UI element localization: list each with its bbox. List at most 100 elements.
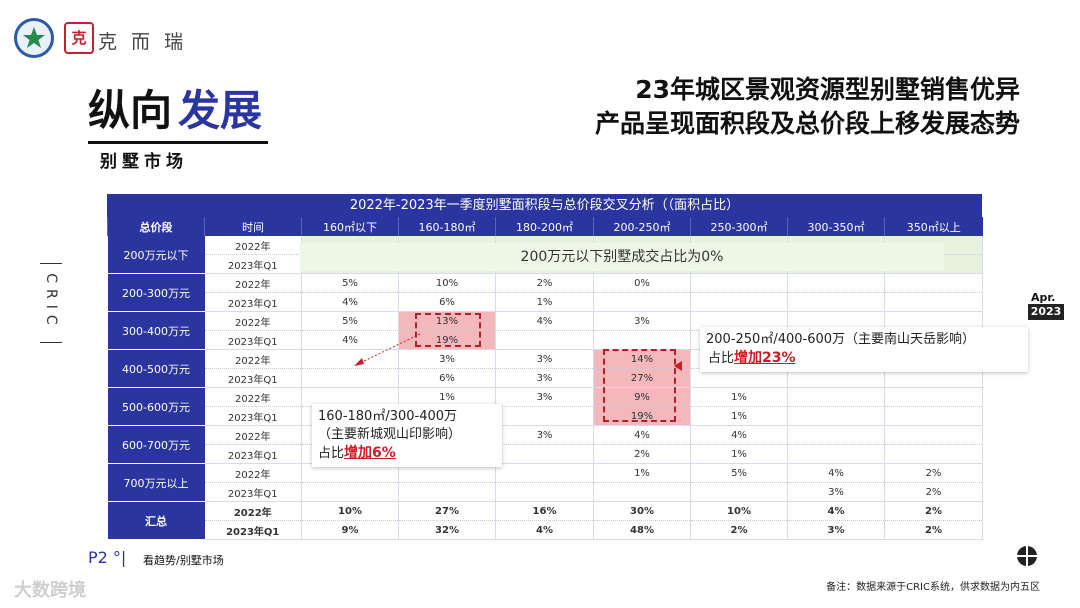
footer-note: 备注：数据来源于CRIC系统，供求数据为内五区: [826, 582, 1040, 593]
table-cell: 4%: [787, 501, 885, 521]
table-cell: [787, 425, 885, 445]
table-cell: 3%: [495, 425, 594, 445]
table-cell: 0%: [593, 273, 691, 293]
table-cell: 27%: [593, 368, 691, 388]
table-cell: [884, 368, 983, 388]
callout-left-line2: （主要新城观山印影响）: [318, 427, 462, 442]
period-cell: 2023年Q1: [204, 368, 302, 388]
table-cell: [301, 463, 399, 483]
star-icon: [23, 27, 45, 48]
column-header: 时间: [204, 217, 302, 236]
column-header: 350㎡以上: [884, 217, 983, 236]
table-cell: 2%: [884, 501, 983, 521]
table-cell: [593, 292, 691, 312]
column-header: 160-180㎡: [398, 217, 496, 236]
table-cell: 6%: [398, 368, 496, 388]
period-cell: 2023年Q1: [204, 520, 302, 540]
table-cell: 1%: [593, 463, 691, 483]
table-cell: 32%: [398, 520, 496, 540]
callout-right: 200-250㎡/400-600万（主要南山天岳影响） 占比增加23%: [700, 327, 1028, 372]
table-cell: 30%: [593, 501, 691, 521]
section-title-part-b: 发展: [178, 86, 263, 135]
table-cell: 2%: [690, 520, 788, 540]
column-header: 250-300㎡: [690, 217, 788, 236]
table-row: 2023年Q1 4% 6% 1%: [108, 292, 983, 312]
table-cell: 3%: [787, 520, 885, 540]
table-cell: [690, 292, 788, 312]
table-row: 200-300万元 2022年 5% 10% 2% 0%: [107, 273, 983, 312]
table-row: 600-700万元 2022年 3% 4% 4%: [107, 425, 983, 464]
table-cell: [884, 425, 983, 445]
arrow-left-callout: [354, 333, 421, 366]
table-cell: 3%: [495, 349, 594, 369]
table-cell: 4%: [495, 311, 594, 331]
table-row: 2023年Q1 19% 1%: [108, 406, 983, 426]
price-band-label: 200万元以下: [107, 236, 205, 274]
table-cell: 9%: [593, 387, 691, 407]
table-cell: [495, 444, 594, 464]
table-cell: 5%: [690, 463, 788, 483]
period-cell: 2023年Q1: [204, 444, 302, 464]
table-cell: [690, 482, 788, 502]
period-cell: 2022年: [204, 387, 302, 407]
period-cell: 2022年: [204, 501, 302, 521]
callout-right-prefix: 占比: [708, 351, 735, 366]
table-cell: 1%: [690, 406, 788, 426]
watermark: 大数跨境: [14, 580, 86, 601]
table-cell: [495, 330, 594, 350]
table-cell: 3%: [593, 311, 691, 331]
footer-label: 看趋势/别墅市场: [143, 554, 224, 567]
table-cell: [787, 273, 885, 293]
table-cell: 1%: [495, 292, 594, 312]
price-band-label: 200-300万元: [107, 273, 205, 312]
date-month: Apr.: [1031, 291, 1056, 304]
table-cell: [301, 349, 399, 369]
column-header: 300-350㎡: [787, 217, 885, 236]
table-row: 2023年Q1 6% 3% 27%: [108, 368, 983, 388]
table-row: 700万元以上 2022年 1% 5% 4% 2%: [107, 463, 983, 502]
callout-left-highlight: 增加6%: [344, 445, 396, 461]
callout-left: 160-180㎡/300-400万 （主要新城观山印影响） 占比增加6%: [312, 404, 502, 467]
highlight-box-160-180: [415, 313, 481, 347]
table-cell: 3%: [398, 349, 496, 369]
table-row: 2023年Q1 3% 2%: [108, 482, 983, 502]
side-label: CRIC: [40, 263, 62, 343]
table-cell: 9%: [301, 520, 399, 540]
period-cell: 2022年: [204, 236, 302, 255]
table-cell: [690, 368, 788, 388]
table-cell: 4%: [593, 425, 691, 445]
period-cell: 2023年Q1: [204, 482, 302, 502]
table-cell: 2%: [884, 463, 983, 483]
table-cell: 2%: [495, 273, 594, 293]
table-cell: 4%: [301, 330, 399, 350]
table-cell: 6%: [398, 292, 496, 312]
table-cell: 10%: [301, 501, 399, 521]
table-cell: [495, 482, 594, 502]
table-row: 300-400万元 2022年 5% 13% 4% 3%: [107, 311, 983, 350]
period-cell: 2022年: [204, 463, 302, 483]
price-band-label: 700万元以上: [107, 463, 205, 502]
table-cell: 2%: [884, 520, 983, 540]
table-cell: 3%: [495, 368, 594, 388]
table-cell: 48%: [593, 520, 691, 540]
period-cell: 2022年: [204, 349, 302, 369]
section-title-part-a: 纵向: [88, 86, 173, 135]
table-cell: 4%: [690, 425, 788, 445]
column-header: 总价段: [107, 217, 205, 236]
column-header: 200-250㎡: [593, 217, 691, 236]
table-cell: 4%: [495, 520, 594, 540]
table-cell: 10%: [690, 501, 788, 521]
table-cell: 4%: [787, 463, 885, 483]
page-number: P2 °|: [88, 548, 127, 567]
title-underline: [88, 141, 268, 144]
side-label-text: CRIC: [43, 273, 59, 331]
table-cell: 16%: [495, 501, 594, 521]
column-header: 160㎡以下: [301, 217, 399, 236]
logo-emblem-icon: [14, 18, 54, 58]
arrow-right-callout: [674, 361, 682, 371]
table-cell: [787, 292, 885, 312]
brand-seal: 克: [64, 22, 94, 54]
table-cell: [301, 368, 399, 388]
table-cell: [495, 463, 594, 483]
table-cell: [398, 463, 496, 483]
